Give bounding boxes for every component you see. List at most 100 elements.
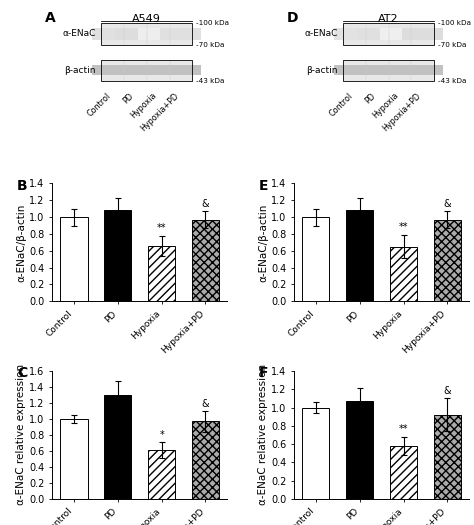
Bar [102,65,123,76]
Bar [171,27,191,40]
Bar [133,27,137,40]
Bar [101,23,192,45]
Bar [343,60,434,81]
Bar [123,27,148,40]
Bar [98,27,127,40]
Text: α-ENaC: α-ENaC [63,29,96,38]
Text: -70 kDa: -70 kDa [438,41,466,48]
Bar [163,65,200,76]
Bar [148,450,175,499]
Text: Hypoxia: Hypoxia [129,91,158,120]
Text: α-ENaC: α-ENaC [304,29,338,38]
Bar [417,27,429,40]
Bar [414,65,431,76]
Bar [412,65,433,76]
Text: Hypoxia: Hypoxia [371,91,400,120]
Bar [129,27,142,40]
Bar [173,65,189,76]
Bar [94,27,131,40]
Bar [117,65,154,76]
Bar [169,27,193,40]
Bar [388,27,412,40]
Bar [338,27,371,40]
Text: AT2: AT2 [378,14,399,24]
Bar [392,65,409,76]
Text: Hypoxia+PD: Hypoxia+PD [381,91,423,133]
Bar [108,65,117,76]
Bar [131,27,140,40]
Bar [104,27,121,40]
Text: B: B [17,178,27,193]
Bar [150,65,166,76]
Bar [367,27,388,40]
Bar [101,60,192,81]
Bar [94,65,131,76]
Bar [177,27,185,40]
Bar [161,65,201,76]
Bar [169,65,193,76]
Text: Hypoxia+PD: Hypoxia+PD [139,91,181,133]
Text: PD: PD [363,91,377,105]
Bar [164,65,197,76]
Bar [417,65,429,76]
Bar [398,65,402,76]
Bar [164,27,197,40]
Bar [166,65,195,76]
Bar [152,65,164,76]
Bar [338,65,371,76]
Bar [148,27,169,40]
Bar [140,65,177,76]
Text: -70 kDa: -70 kDa [196,41,224,48]
Bar [154,27,163,40]
Bar [302,217,329,301]
Bar [375,27,380,40]
Bar [344,27,365,40]
Bar [369,65,386,76]
Bar [419,65,427,76]
Bar [352,65,357,76]
Bar [117,27,154,40]
Bar [365,65,390,76]
Bar [359,65,396,76]
Text: β-actin: β-actin [306,66,338,75]
Bar [161,27,201,40]
Bar [142,65,174,76]
Bar [409,65,437,76]
Bar [420,65,425,76]
Bar [156,65,161,76]
Bar [434,219,461,301]
Bar [375,65,380,76]
Bar [346,27,363,40]
Bar [101,60,192,81]
Bar [131,65,140,76]
Bar [156,27,161,40]
Bar [382,27,419,40]
Bar [121,27,150,40]
Text: **: ** [399,424,408,434]
Bar [343,60,434,81]
Bar [121,65,150,76]
Bar [142,27,174,40]
Bar [410,27,435,40]
Bar [404,27,441,40]
Bar [152,27,164,40]
Bar [127,27,144,40]
Text: &: & [444,386,451,396]
Bar [336,65,373,76]
Bar [174,27,187,40]
Bar [150,27,166,40]
Bar [108,27,117,40]
Bar [179,27,183,40]
Bar [148,65,169,76]
Bar [363,65,392,76]
Bar [146,65,171,76]
Bar [343,23,434,45]
Text: -43 kDa: -43 kDa [438,78,466,83]
Bar [102,27,123,40]
Text: &: & [444,198,451,208]
Text: D: D [287,10,299,25]
Text: β-actin: β-actin [64,66,96,75]
Bar [396,27,404,40]
Bar [398,27,402,40]
Text: -100 kDa: -100 kDa [438,20,471,26]
